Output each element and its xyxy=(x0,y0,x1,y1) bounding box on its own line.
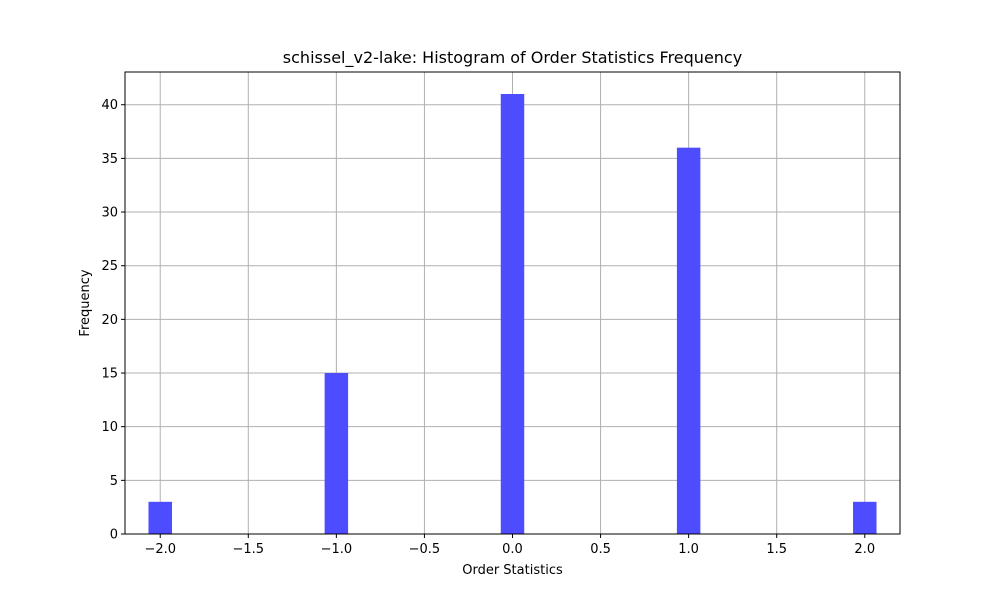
histogram-bar xyxy=(676,147,701,534)
chart-title: schissel_v2-lake: Histogram of Order Sta… xyxy=(283,48,742,68)
x-tick-label: 2.0 xyxy=(854,542,875,557)
tick-layer: −2.0 −1.5 −1.0 −0.5 0.0 0.5 1.0 1.5 2.0 0 5 10 15 20 2… xyxy=(101,98,875,557)
bar-layer xyxy=(148,94,877,534)
y-tick-label: 10 xyxy=(101,420,118,435)
x-tick-label: 1.5 xyxy=(766,542,787,557)
histogram-bar xyxy=(324,373,349,534)
y-tick-label: 0 xyxy=(110,528,118,543)
x-tick-label: 0.0 xyxy=(502,542,523,557)
y-tick-label: 25 xyxy=(101,259,118,274)
y-tick-label: 30 xyxy=(101,206,118,221)
x-tick-label: 1.0 xyxy=(678,542,699,557)
y-tick-label: 5 xyxy=(110,474,118,489)
y-tick-label: 15 xyxy=(101,367,118,382)
x-tick-label: −0.5 xyxy=(409,542,441,557)
histogram-bar xyxy=(853,501,877,534)
x-tick-label: 0.5 xyxy=(590,542,611,557)
x-tick-label: −2.0 xyxy=(144,542,176,557)
y-tick-label: 20 xyxy=(101,313,118,328)
y-tick-label: 40 xyxy=(101,98,118,113)
y-axis-label: Frequency xyxy=(78,269,93,336)
x-tick-label: −1.5 xyxy=(233,542,265,557)
x-axis-label: Order Statistics xyxy=(462,563,563,578)
histogram-bar xyxy=(500,94,525,534)
y-tick-label: 35 xyxy=(101,152,118,167)
x-tick-label: −1.0 xyxy=(321,542,353,557)
histogram-bar xyxy=(148,501,172,534)
